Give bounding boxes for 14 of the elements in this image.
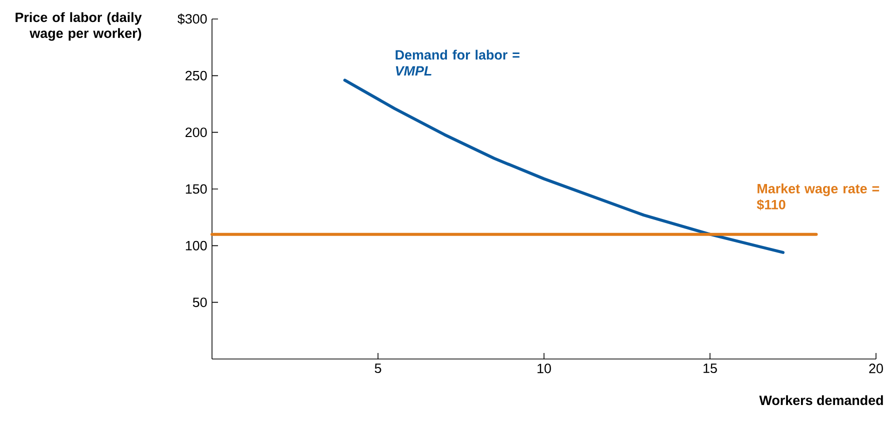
- series-label: Market wage rate = $110: [756, 184, 880, 210]
- y-tick-label: 250: [186, 70, 207, 80]
- y-tick-label: 150: [186, 184, 207, 194]
- x-tick-label: 15: [704, 364, 717, 374]
- y-tick-label: 200: [186, 128, 207, 138]
- x-tick-label: 20: [869, 364, 883, 374]
- x-tick-label: 10: [538, 364, 551, 374]
- y-tick-label: $300: [178, 14, 207, 24]
- x-axis-title: Workers demanded: [759, 395, 883, 406]
- text: Demand for labor = VMPL: [396, 50, 520, 76]
- y-tick-label: 100: [186, 240, 207, 250]
- x-tick-label: 5: [374, 364, 382, 374]
- y-axis-title: Price of labor (daily wage per worker): [16, 12, 142, 41]
- y-tick-label: 50: [192, 298, 207, 308]
